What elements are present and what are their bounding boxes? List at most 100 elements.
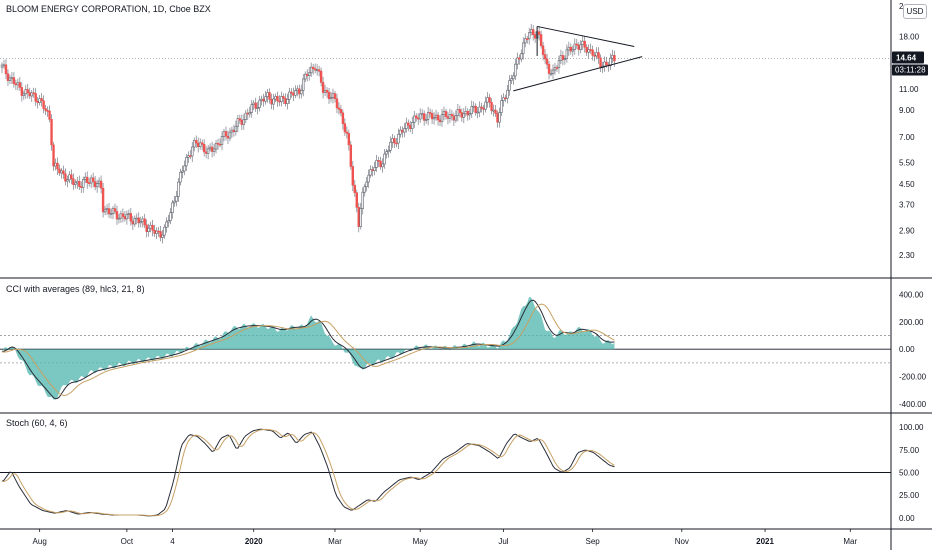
candle-body [286, 99, 289, 104]
candle-body [228, 131, 232, 139]
candle-body [547, 64, 551, 74]
candle-body [551, 69, 555, 74]
candle-body [456, 109, 460, 116]
candle-body [450, 114, 454, 117]
candle-body [159, 231, 162, 238]
candle-body [306, 73, 309, 77]
candle-body [167, 220, 170, 223]
candle-body [313, 68, 317, 71]
candle-body [107, 208, 111, 215]
candle-body [161, 234, 164, 238]
candle-body [484, 101, 487, 110]
candle-body [444, 111, 448, 118]
candle-body [220, 136, 224, 145]
candle-body [311, 66, 315, 70]
candle-body [605, 61, 608, 66]
candle-body [40, 98, 43, 102]
candle-body [137, 217, 140, 224]
candle-body [88, 182, 91, 184]
candle-body [347, 133, 351, 146]
candle-body [179, 172, 182, 183]
candle-body [565, 49, 569, 59]
candle-body [99, 180, 103, 189]
candle-body [155, 230, 158, 234]
candle-body [264, 96, 267, 102]
candle-body [418, 113, 422, 120]
candle-body [157, 230, 160, 233]
candle-body [613, 55, 616, 62]
candle-body [48, 110, 51, 120]
candle-body [393, 138, 396, 144]
candle-body [486, 97, 489, 103]
candle-body [224, 131, 228, 137]
candle-body [460, 112, 464, 118]
candle-body [105, 208, 109, 210]
candle-body [561, 55, 565, 60]
candle-body [539, 34, 543, 47]
candle-body [339, 108, 343, 114]
candle-body [309, 66, 313, 74]
stoch-indicator-title[interactable]: Stoch (60, 4, 6) [6, 418, 68, 428]
stoch-tick-label: 25.00 [899, 491, 920, 500]
last-price-tag [892, 51, 924, 64]
candle-body [442, 111, 446, 115]
candle-body [38, 98, 41, 103]
candle-body [577, 44, 580, 50]
candle-body [549, 73, 553, 75]
candle-body [74, 182, 77, 185]
candle-body [319, 70, 323, 83]
candle-body [16, 82, 20, 86]
candle-body [274, 96, 277, 100]
candle-body [315, 69, 319, 72]
candle-body [173, 200, 176, 204]
candle-body [345, 131, 349, 134]
candle-body [149, 224, 152, 229]
candle-body [210, 146, 214, 152]
candle-body [185, 157, 188, 167]
candle-body [516, 57, 519, 65]
candle-body [335, 98, 339, 109]
candle-body [585, 46, 588, 53]
candle-body [272, 98, 275, 105]
candle-body [175, 196, 178, 202]
price-tick-label: 9.00 [899, 106, 915, 115]
time-tick-label: Jul [498, 537, 508, 546]
candle-body [559, 55, 563, 62]
candle-body [208, 146, 212, 150]
candle-body [6, 73, 10, 81]
candle-body [595, 52, 598, 57]
candle-body [56, 162, 59, 170]
candle-body [139, 221, 142, 224]
candle-body [494, 109, 497, 114]
candle-body [553, 67, 557, 71]
candle-body [123, 216, 127, 220]
candle-body [327, 91, 331, 100]
candle-body [563, 58, 567, 60]
cci-indicator-title[interactable]: CCI with averages (89, hlc3, 21, 8) [6, 284, 145, 294]
currency-badge[interactable]: USD [903, 4, 927, 19]
cci-average-line [1, 299, 615, 400]
candle-body [440, 114, 444, 123]
cci-tick-label: -400.00 [899, 400, 927, 409]
stoch-tick-label: 0.00 [899, 514, 915, 523]
price-tick-label: 4.50 [899, 180, 915, 189]
candle-body [121, 213, 125, 217]
candle-body [343, 123, 347, 133]
candle-body [197, 142, 200, 148]
candle-body [355, 192, 358, 208]
candle-body [288, 91, 291, 100]
candle-body [125, 213, 129, 220]
candle-body [409, 125, 412, 130]
candle-body [62, 170, 65, 175]
candle-body [528, 32, 531, 40]
candle-body [181, 170, 184, 173]
candle-body [236, 118, 240, 127]
candle-body [512, 75, 515, 80]
candle-body [50, 119, 53, 146]
candle-body [109, 213, 113, 215]
candle-body [183, 165, 186, 172]
candle-body [545, 58, 549, 65]
candle-body [420, 113, 424, 115]
candle-body [93, 181, 97, 188]
